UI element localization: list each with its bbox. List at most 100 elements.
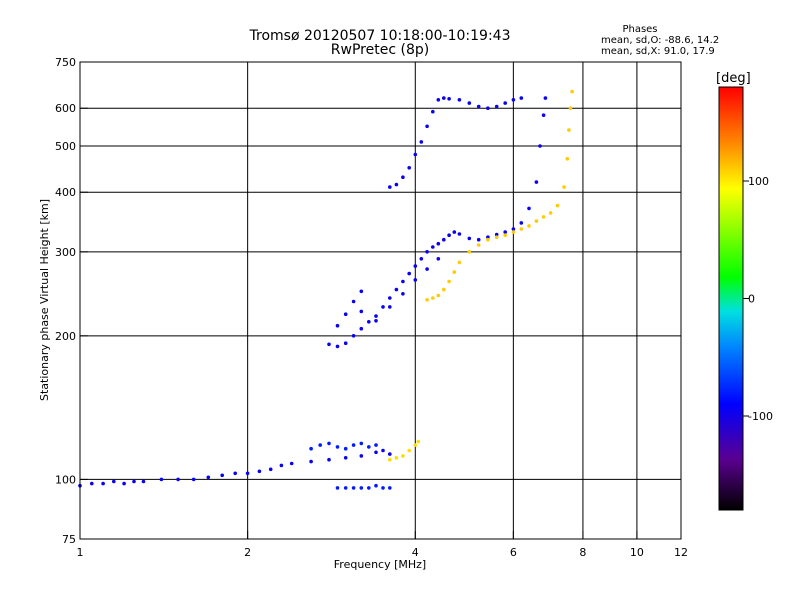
data-point [268,467,273,472]
data-point [351,334,356,338]
data-point [159,477,164,482]
data-point [503,101,508,105]
data-point [494,232,499,237]
data-point [374,443,378,447]
y-tick-label: 750 [55,56,76,69]
data-point [245,471,250,476]
data-point [431,245,435,249]
stats-line-x: mean, sd,X: 91.0, 17.9 [601,46,715,57]
data-point [289,461,294,466]
colorbar: [deg] 100 0 -100 [716,71,773,511]
data-point [388,296,392,300]
data-point [534,219,539,223]
data-point [401,454,405,458]
data-point [359,309,364,314]
data-point [416,439,421,444]
data-point [486,235,490,239]
data-point [494,235,499,239]
data-points [78,89,574,490]
data-point [511,227,516,231]
data-point [359,441,364,446]
x-axis-label: Frequency [MHz] [334,558,426,571]
data-point [447,279,451,284]
x-tick-label: 10 [630,546,644,559]
data-point [388,486,392,490]
stats-header: Phases [622,24,657,35]
data-point [335,486,340,490]
y-tick-label: 100 [55,473,76,486]
stats-line-o: mean, sd,O: -88.6, 14.2 [601,35,719,46]
y-tick-label: 600 [55,102,76,115]
data-point [407,271,412,276]
data-point [359,454,364,458]
data-point [351,486,356,490]
data-point [327,441,331,446]
data-point [351,443,356,447]
data-point [381,305,385,309]
y-tick-label: 300 [55,246,76,259]
data-point [419,140,424,144]
chart-subtitle: RwPretec (8p) [331,42,429,58]
data-point [413,152,418,157]
data-point [519,227,524,231]
data-point [431,296,435,300]
data-point [543,96,548,100]
data-point [388,185,392,189]
data-point [112,479,116,484]
data-point [343,312,348,317]
data-point [132,479,136,484]
data-point [476,237,481,242]
data-point [457,98,462,102]
x-tick-label: 6 [510,546,517,559]
y-tick-label: 500 [55,140,76,153]
x-tick-label: 2 [244,546,251,559]
data-point [511,98,516,102]
data-point [220,473,224,478]
data-point [442,287,446,292]
data-point [555,203,560,208]
data-point [394,287,399,292]
data-point [519,96,524,100]
data-point [335,344,340,349]
data-point [467,250,472,254]
y-axis: 75 100 200 300 400 500 600 750 [55,56,88,546]
data-point [486,106,490,110]
data-point [570,89,574,94]
data-point [431,109,435,114]
data-point [436,98,441,102]
data-point [407,166,412,170]
data-point [568,106,573,110]
data-point [503,233,508,237]
data-point [335,323,340,328]
data-point [527,206,531,211]
data-point [374,450,378,455]
data-point [374,319,378,323]
data-point [257,469,262,474]
data-point [309,446,313,451]
data-point [388,452,392,456]
data-point [548,211,553,215]
data-point [388,457,392,462]
data-point [351,299,356,304]
data-point [476,104,481,109]
data-point [442,237,446,242]
data-point [538,144,542,148]
data-point [457,232,462,236]
data-point [527,224,531,228]
data-point [359,289,364,294]
plot-frame [79,61,682,540]
data-point [279,463,284,468]
data-point [436,241,441,246]
data-point [90,481,94,486]
data-point [425,124,429,129]
x-axis: 1 2 4 6 8 10 12 [77,531,688,559]
y-tick-label: 75 [62,533,76,546]
data-point [374,314,378,318]
data-point [494,104,499,109]
x-tick-label: 4 [412,546,419,559]
data-point [394,456,399,460]
data-point [309,459,313,464]
data-point [401,175,405,179]
data-point [327,457,331,462]
